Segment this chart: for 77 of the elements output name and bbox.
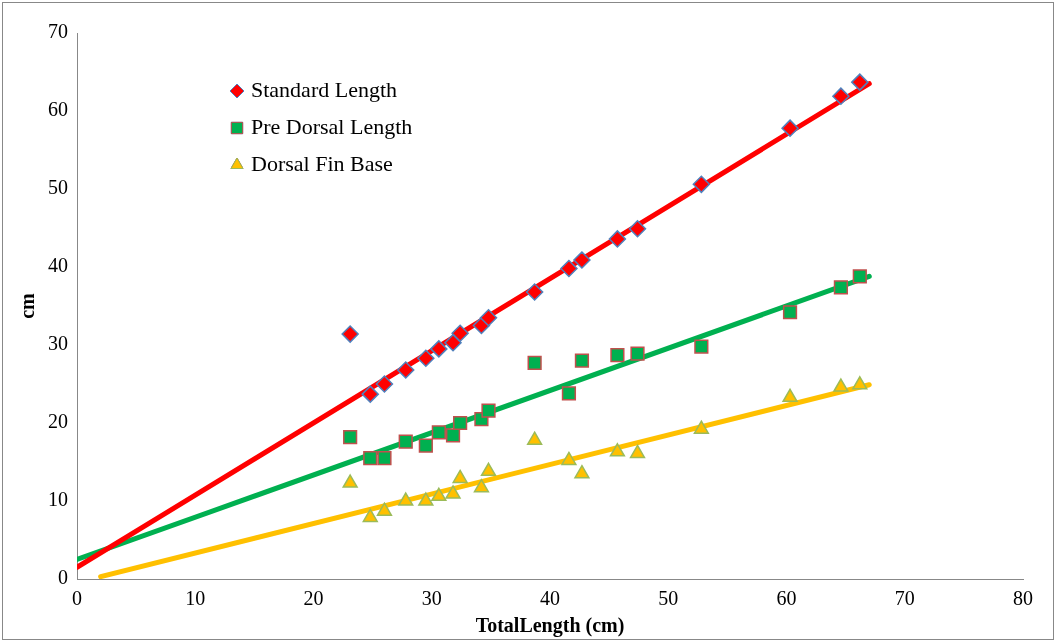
point [832,87,850,105]
point [451,324,469,343]
x-tick-label: 0 [72,587,82,610]
point [418,492,434,506]
x-tick-label: 60 [776,587,797,610]
point [629,444,646,459]
point [561,386,577,401]
y-tick-label: 70 [48,20,68,43]
x-tick-label: 10 [185,587,206,610]
point [473,478,490,493]
y-tick-label: 20 [48,410,68,433]
point [527,355,542,371]
y-tick-label: 50 [48,176,68,199]
x-tick-label: 50 [658,587,679,610]
point [375,375,394,393]
point [377,450,392,466]
point [609,443,626,457]
point [480,462,497,477]
point [833,280,849,295]
point [574,464,590,479]
point [560,259,578,278]
point [453,415,468,431]
point [481,403,496,418]
y-axis-title: cm [16,292,39,319]
point [431,487,447,502]
point [431,425,446,440]
point [525,283,544,301]
point [445,428,461,443]
point [610,348,625,363]
point [479,308,498,327]
point [782,305,798,320]
point [628,220,647,238]
x-axis-title: TotalLength (cm) [475,614,625,638]
point [526,431,543,445]
point [833,378,849,392]
point [430,340,448,358]
point [852,376,868,390]
point [573,251,591,269]
point [361,385,380,403]
x-tick-label: 40 [540,587,560,610]
legend-label: Standard Length [251,76,398,102]
point [561,451,577,466]
y-tick-label: 60 [48,98,68,121]
point [693,420,710,434]
point [782,388,798,403]
point [363,450,378,466]
point [376,502,393,516]
point [851,73,869,91]
point [694,339,709,354]
point [417,349,435,368]
point [692,175,711,194]
x-tick-label: 30 [421,587,442,610]
point [362,508,378,523]
point [341,325,359,343]
point [342,474,358,488]
y-tick-label: 30 [48,332,68,355]
point [608,230,627,248]
point [452,469,468,484]
point [418,438,433,453]
x-tick-label: 70 [894,587,915,610]
x-tick-label: 20 [303,587,324,610]
point [398,434,413,449]
point [444,333,462,352]
y-tick-label: 10 [48,488,68,511]
point [343,429,358,445]
legend-label: Dorsal Fin Base [251,150,393,176]
point [630,346,645,361]
y-tick-label: 40 [48,254,68,277]
point [445,485,461,499]
x-tick-label: 80 [1013,587,1033,610]
point [574,353,590,368]
point [781,119,799,137]
point [396,361,415,379]
point [398,492,414,506]
y-tick-label: 0 [58,566,68,589]
legend-label: Pre Dorsal Length [251,113,413,139]
point [852,269,867,284]
